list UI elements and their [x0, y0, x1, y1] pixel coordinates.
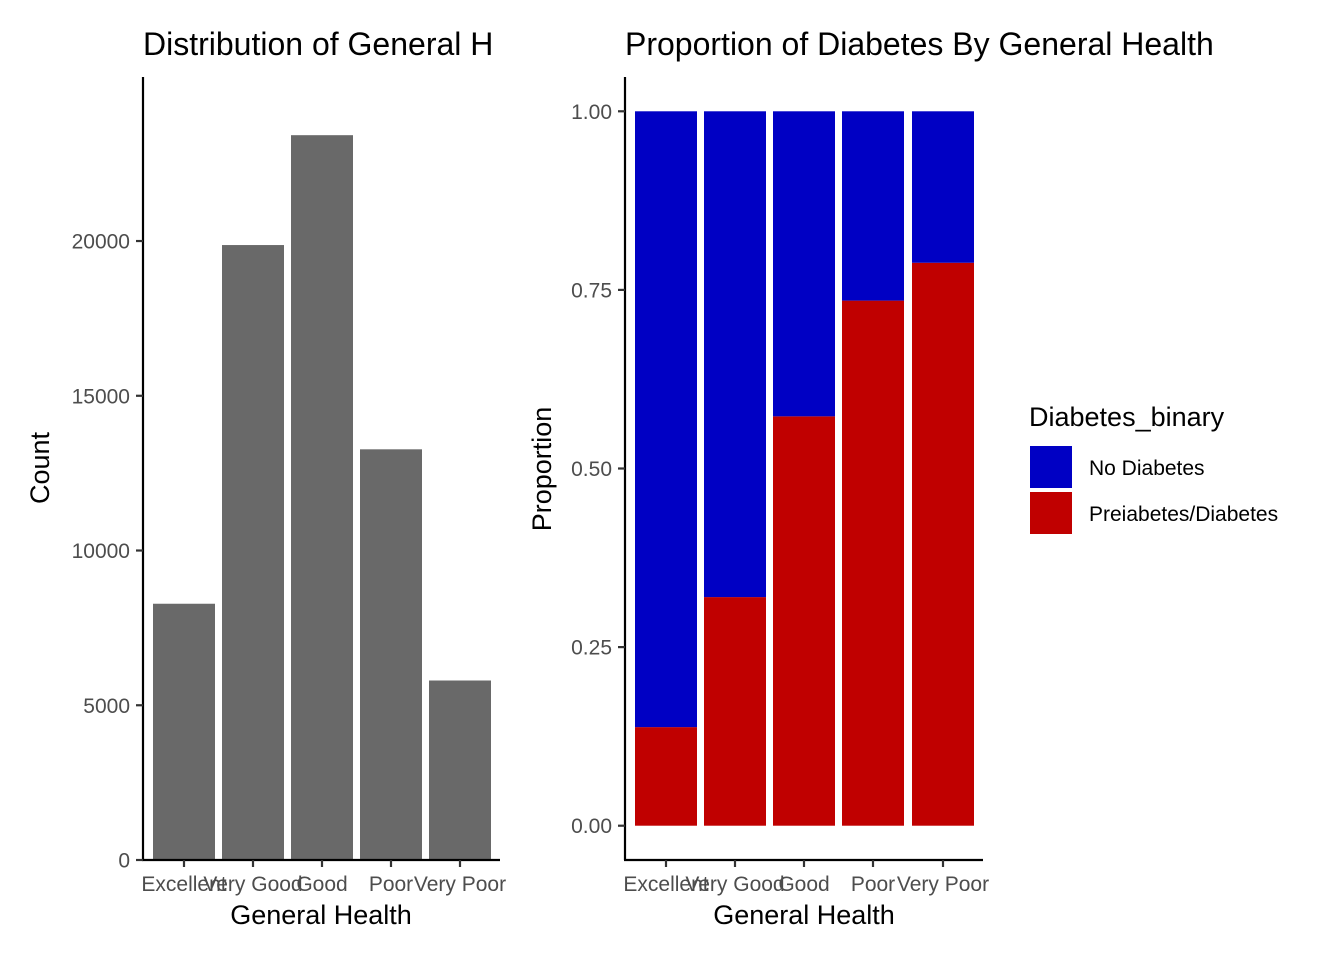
proportion-x-tick-label: Very Poor — [897, 873, 989, 896]
legend-swatch — [1030, 446, 1072, 488]
proportion-y-tick-label: 0.50 — [571, 458, 612, 481]
diabetes-bar-segment — [635, 727, 697, 826]
legend-items: No Diabetes Preiabetes/Diabetes — [1030, 446, 1278, 534]
proportion-y-tick-label: 0.75 — [571, 279, 612, 302]
count-y-tick-label: 15000 — [72, 385, 130, 408]
count-bar — [222, 245, 284, 860]
proportion-y-tick-label: 0.00 — [571, 815, 612, 838]
proportion-x-tick-label: Very Good — [685, 873, 784, 896]
count-y-tick-label: 10000 — [72, 540, 130, 563]
legend-swatch — [1030, 492, 1072, 534]
legend: Diabetes_binary No Diabetes Preiabetes/Di… — [1029, 402, 1278, 534]
proportion-chart-panel: Proportion of Diabetes By General Health… — [527, 26, 1214, 930]
count-chart-title: Distribution of General H — [143, 26, 493, 62]
count-x-tick-label: Excellent — [141, 873, 226, 896]
no-diabetes-bar-segment — [635, 111, 697, 728]
count-y-ticks: 0 5000 10000 15000 20000 — [72, 231, 143, 873]
count-chart-panel: Distribution of General H 0 5000 10000 1500… — [25, 26, 506, 930]
no-diabetes-bar-segment — [912, 111, 974, 263]
count-x-axis-title: General Health — [230, 900, 412, 930]
diabetes-bar-segment — [842, 300, 904, 826]
no-diabetes-bar-segment — [704, 111, 766, 598]
count-y-tick-label: 20000 — [72, 231, 130, 254]
count-y-tick-label: 0 — [118, 850, 130, 873]
legend-label: Preiabetes/Diabetes — [1089, 503, 1278, 526]
count-bar — [429, 680, 491, 860]
legend-label: No Diabetes — [1089, 457, 1205, 480]
proportion-y-ticks: 0.00 0.25 0.50 0.75 1.00 — [571, 101, 625, 838]
proportion-y-tick-label: 0.25 — [571, 637, 612, 660]
proportion-bars — [635, 111, 974, 826]
no-diabetes-bar-segment — [842, 111, 904, 301]
proportion-x-tick-label: Excellent — [623, 873, 708, 896]
count-x-tick-label: Very Good — [203, 873, 302, 896]
no-diabetes-bar-segment — [773, 111, 835, 417]
proportion-x-tick-label: Good — [778, 873, 829, 896]
legend-title: Diabetes_binary — [1029, 402, 1225, 432]
count-x-tick-label: Very Poor — [414, 873, 506, 896]
proportion-x-tick-label: Poor — [851, 873, 895, 896]
diabetes-bar-segment — [704, 597, 766, 826]
proportion-chart-title: Proportion of Diabetes By General Health — [625, 26, 1214, 62]
count-bars — [153, 135, 491, 860]
count-y-axis-title: Count — [25, 431, 55, 504]
count-bar — [360, 449, 422, 860]
diabetes-bar-segment — [773, 416, 835, 826]
count-x-tick-label: Poor — [369, 873, 413, 896]
diabetes-bar-segment — [912, 262, 974, 826]
count-y-tick-label: 5000 — [83, 695, 130, 718]
proportion-y-axis-title: Proportion — [527, 407, 557, 532]
proportion-y-tick-label: 1.00 — [571, 101, 612, 124]
proportion-x-axis-title: General Health — [713, 900, 895, 930]
count-bar — [153, 603, 215, 860]
count-bar — [291, 135, 353, 860]
count-x-tick-label: Good — [296, 873, 347, 896]
